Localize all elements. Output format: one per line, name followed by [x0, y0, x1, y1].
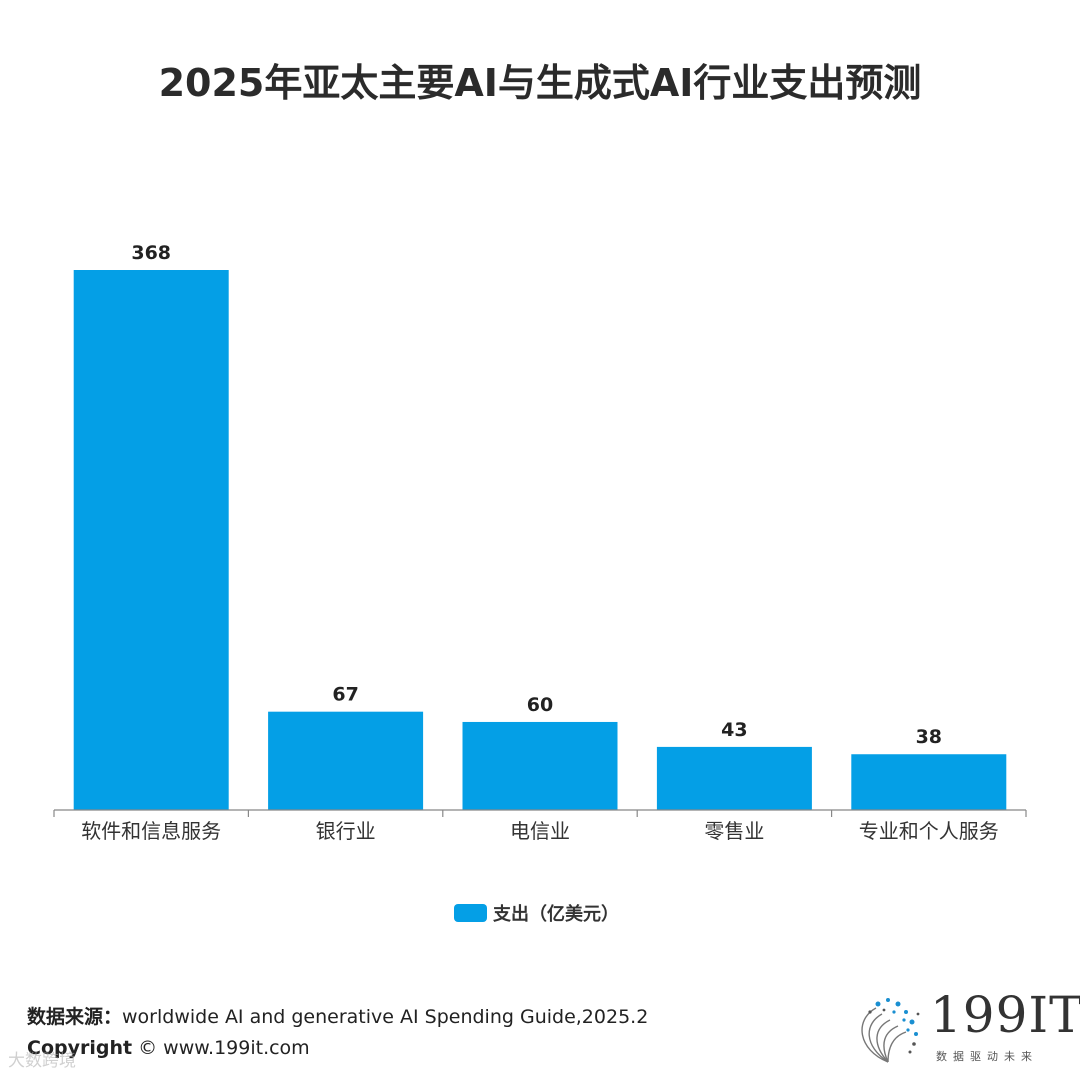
bar-chart: 368 67 60 43 38 软件和信息服务 银行业 电信业 零售业 专业和个人服务 — [53, 242, 1027, 843]
bar-3 — [656, 746, 812, 810]
bars-group — [73, 270, 1007, 810]
legend-swatch — [454, 904, 487, 922]
legend-label: 支出（亿美元） — [493, 904, 619, 925]
value-label-1: 67 — [332, 684, 358, 706]
bar-1 — [268, 711, 424, 810]
dot-swirl-logo-icon — [861, 998, 920, 1063]
copyright-note: Copyright © www.199it.com — [27, 1037, 310, 1059]
bar-4 — [851, 754, 1007, 810]
source-note: 数据来源：worldwide AI and generative AI Spen… — [27, 1002, 648, 1029]
value-label-2: 60 — [527, 694, 553, 716]
value-label-4: 38 — [916, 726, 942, 748]
chart-title: 2025年亚太主要AI与生成式AI行业支出预测 — [158, 61, 922, 105]
category-label-2: 电信业 — [510, 819, 570, 843]
copyright-text: © www.199it.com — [138, 1037, 310, 1059]
category-label-4: 专业和个人服务 — [859, 819, 999, 843]
bar-0 — [73, 270, 229, 810]
category-label-0: 软件和信息服务 — [81, 819, 221, 843]
logo-wordmark: 199IT — [930, 986, 1080, 1044]
x-axis: 软件和信息服务 银行业 电信业 零售业 专业和个人服务 — [53, 809, 1027, 843]
copyright-label: Copyright — [27, 1037, 133, 1059]
logo-tagline: 数据驱动未来 — [936, 1050, 1038, 1063]
brand-logo: 199IT 数据驱动未来 — [848, 986, 1080, 1070]
value-label-0: 368 — [131, 242, 171, 264]
watermark: 大数跨境 — [8, 1051, 76, 1071]
source-label: 数据来源： — [27, 1006, 123, 1028]
bar-2 — [462, 721, 618, 810]
legend: 支出（亿美元） — [454, 900, 619, 926]
source-text: worldwide AI and generative AI Spending … — [122, 1006, 649, 1028]
category-label-3: 零售业 — [704, 819, 764, 843]
value-labels-group: 368 67 60 43 38 — [131, 242, 942, 748]
category-label-1: 银行业 — [316, 819, 376, 843]
value-label-3: 43 — [721, 719, 747, 741]
